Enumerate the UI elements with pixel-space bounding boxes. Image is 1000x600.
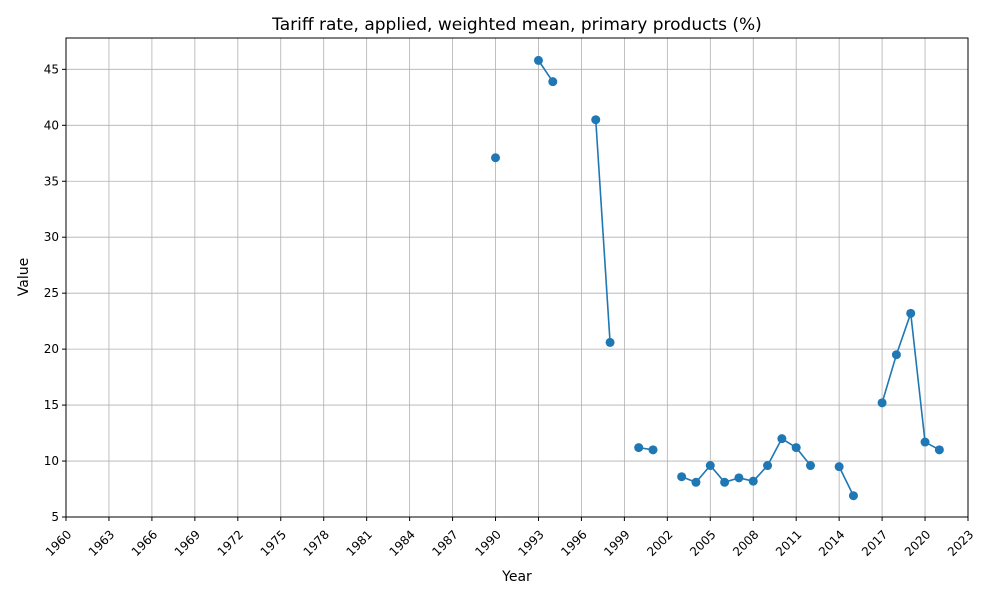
data-point [691,477,701,487]
data-point [734,473,744,483]
data-point [877,398,887,408]
series-line [594,119,611,343]
plot-frame [65,37,969,518]
series-layer [491,55,944,501]
y-tick-label: 20 [44,342,59,356]
data-point [763,461,773,471]
data-point [548,77,558,87]
chart-title: Tariff rate, applied, weighted mean, pri… [271,15,762,35]
y-axis: 5 10 15 20 25 30 35 40 45 [44,62,66,524]
series-line [681,437,812,484]
data-point [748,476,758,486]
data-point [648,445,658,455]
data-point [920,437,930,447]
data-point [677,472,687,482]
y-tick-label: 5 [51,510,59,524]
data-point [720,477,730,487]
data-point [605,337,615,347]
y-tick-label: 30 [44,230,59,244]
y-tick-label: 25 [44,286,59,300]
data-point [891,350,901,360]
y-tick-label: 15 [44,398,59,412]
data-point [791,443,801,453]
data-point [906,308,916,318]
y-tick-label: 45 [44,62,59,76]
data-point [533,55,543,65]
data-point [634,443,644,453]
data-point [934,445,944,455]
data-point [848,491,858,501]
y-tick-label: 10 [44,454,59,468]
data-point [777,434,787,444]
data-point [806,461,816,471]
series-line [838,466,855,497]
data-point [834,462,844,472]
x-axis-title: Year [501,569,532,585]
y-axis-title: Value [16,258,32,296]
y-tick-label: 40 [44,118,59,132]
data-point [591,115,601,125]
data-point [491,153,501,163]
data-point [705,461,715,471]
y-tick-label: 35 [44,174,59,188]
